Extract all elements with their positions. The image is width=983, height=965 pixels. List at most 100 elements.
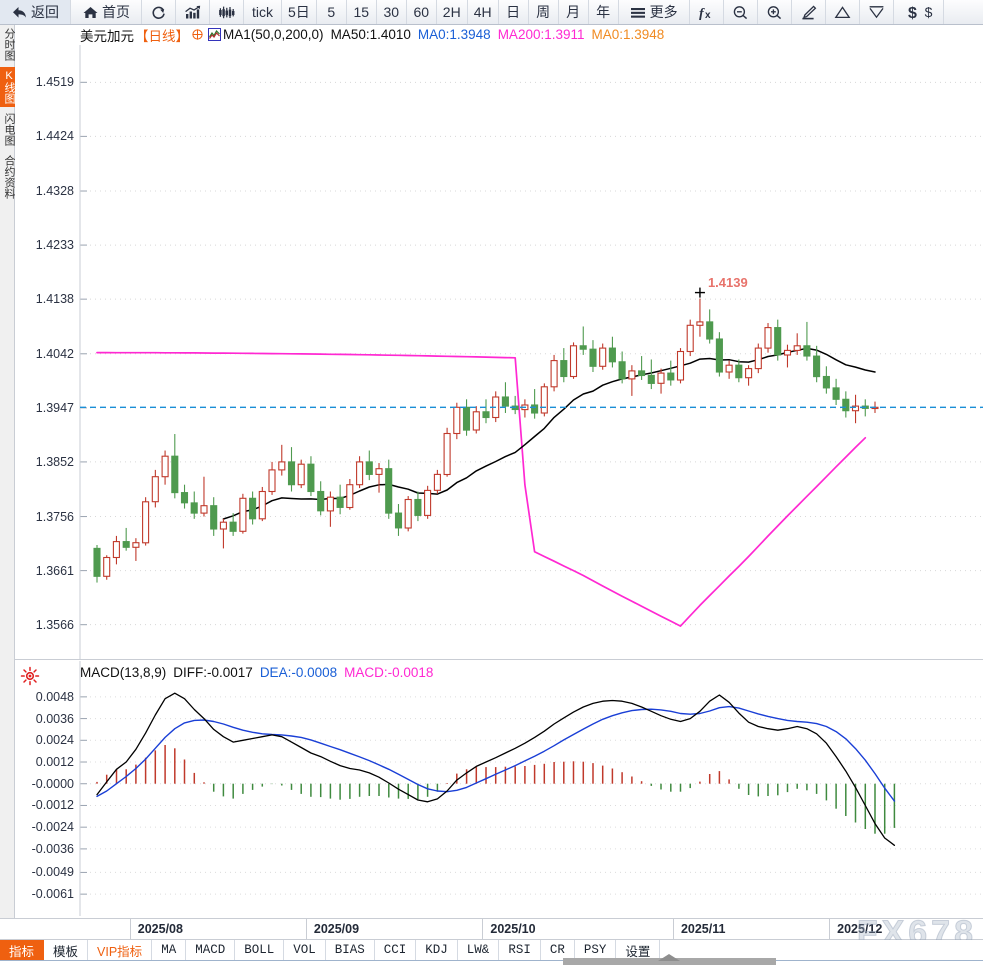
period-2h-button[interactable]: 2H (437, 0, 468, 24)
tab-settings[interactable]: 设置 (616, 940, 661, 960)
candlestick (258, 486, 266, 522)
dollar-icon: $ (905, 5, 922, 20)
horizontal-scroll-handle[interactable] (563, 954, 776, 965)
high-marker-icon (694, 287, 705, 298)
sidebar-item-kline-label: K线图 (3, 70, 15, 104)
tab-indicators[interactable]: 指标 (0, 940, 45, 960)
date-tick-separator (672, 919, 674, 940)
macd-y-tick: 0.0012 (35, 755, 74, 770)
period-30-button[interactable]: 30 (377, 0, 407, 24)
candlestick (229, 513, 237, 536)
v-shape-icon (868, 5, 885, 20)
macd-settings-icon[interactable] (19, 665, 41, 687)
high-price-annotation: 1.4139 (707, 274, 748, 290)
refresh-button[interactable] (142, 0, 176, 24)
candlestick (307, 456, 315, 497)
ma0b-value-label: MA0:1.3948 (591, 27, 665, 42)
ma-indicator-icon[interactable] (208, 28, 221, 41)
sidebar-item-lightning[interactable]: 闪电图 (0, 110, 15, 149)
crosshair-toggle-icon[interactable] (192, 29, 203, 40)
currency-button[interactable]: $ $ (894, 0, 945, 24)
candlestick (433, 469, 441, 494)
tick-button-label: tick (252, 4, 273, 20)
tab-boll[interactable]: BOLL (235, 940, 285, 960)
tab-lw[interactable]: LW& (458, 940, 500, 960)
tab-vip[interactable]: VIP指标 (88, 940, 153, 960)
candlestick (336, 484, 344, 515)
triangle-button[interactable] (826, 0, 860, 24)
svg-text:x: x (705, 10, 711, 20)
tab-ma[interactable]: MA (152, 940, 187, 960)
period-month-button[interactable]: 月 (559, 0, 589, 24)
period-week-button[interactable]: 周 (529, 0, 559, 24)
macd-chart-canvas[interactable] (15, 661, 983, 916)
candlestick (589, 340, 597, 372)
tab-lw-label: LW& (466, 943, 490, 957)
candlestick (385, 459, 393, 519)
price-y-tick: 1.3947 (35, 400, 74, 415)
tab-cci[interactable]: CCI (375, 940, 417, 960)
price-y-axis: 1.4519 1.4424 1.4328 1.4233 1.4138 1.4042 1.39… (15, 25, 80, 660)
period-day-button[interactable]: 日 (499, 0, 529, 24)
zoom-out-button[interactable] (724, 0, 758, 24)
home-button[interactable]: 首页 (71, 0, 142, 24)
candlestick (112, 535, 120, 565)
sidebar-item-contract[interactable]: 合约资料 (0, 152, 15, 202)
tick-button[interactable]: tick (244, 0, 282, 24)
candlestick (453, 402, 461, 440)
sidebar-item-timeshare[interactable]: 分时图 (0, 25, 15, 64)
sidebar-item-kline[interactable]: K线图 (0, 67, 15, 107)
candlestick (696, 298, 704, 337)
period-month-button-label: 月 (566, 4, 581, 20)
macd-formula-label: MACD(13,8,9) (80, 664, 167, 680)
zoom-in-button[interactable] (758, 0, 792, 24)
period-5day-button[interactable]: 5日 (282, 0, 317, 24)
candlestick (569, 342, 578, 379)
bar-chart-icon (184, 5, 201, 20)
symbol-period: 【日线】 (135, 28, 189, 44)
tab-macd[interactable]: MACD (186, 940, 236, 960)
back-button[interactable]: 返回 (0, 0, 71, 24)
period-year-button[interactable]: 年 (589, 0, 619, 24)
date-tick-separator (829, 919, 831, 940)
tab-template[interactable]: 模板 (44, 940, 89, 960)
tab-vol[interactable]: VOL (284, 940, 326, 960)
tab-rsi[interactable]: RSI (499, 940, 541, 960)
candlestick (171, 434, 179, 499)
candlestick (394, 504, 403, 536)
period-4h-button[interactable]: 4H (468, 0, 499, 24)
candlestick (851, 394, 860, 424)
macd-indicator-panel[interactable]: 0.0048 0.0036 0.0024 0.0012 -0.0000 -0.0012 -0… (15, 661, 983, 916)
indicator-tab-bar: 指标 模板 VIP指标 MA MACD BOLL VOL BIAS CCI KDJ LW& RSI CR… (0, 940, 983, 961)
draw-button[interactable] (792, 0, 826, 24)
candlestick (249, 491, 257, 525)
candlestick (618, 351, 626, 384)
macd-y-axis: 0.0048 0.0036 0.0024 0.0012 -0.0000 -0.0012 -0… (15, 661, 80, 904)
period-60-button[interactable]: 60 (407, 0, 437, 24)
period-15-button[interactable]: 15 (347, 0, 377, 24)
price-y-tick: 1.3661 (35, 563, 74, 578)
more-button[interactable]: 更多 (619, 0, 690, 24)
tab-kdj[interactable]: KDJ (416, 940, 458, 960)
svg-text:f: f (699, 6, 705, 19)
period-30-button-label: 30 (383, 4, 400, 20)
period-5-button[interactable]: 5 (317, 0, 347, 24)
vshape-button[interactable] (860, 0, 894, 24)
candlestick (725, 360, 733, 379)
triangle-icon (834, 5, 851, 20)
tab-cr[interactable]: CR (541, 940, 575, 960)
candlestick (239, 493, 247, 534)
bar-chart-button[interactable] (176, 0, 210, 24)
candlestick (414, 491, 422, 522)
price-chart-canvas[interactable] (15, 25, 983, 660)
tab-bar-filler (660, 940, 983, 960)
tab-bias[interactable]: BIAS (326, 940, 375, 960)
candlestick (122, 527, 130, 551)
tab-psy[interactable]: PSY (575, 940, 617, 960)
refresh-icon (150, 5, 167, 20)
price-chart-panel[interactable]: 1.4519 1.4424 1.4328 1.4233 1.4138 1.4042 1.39… (15, 25, 983, 660)
candlestick (813, 345, 821, 383)
candlestick-button[interactable] (210, 0, 244, 24)
